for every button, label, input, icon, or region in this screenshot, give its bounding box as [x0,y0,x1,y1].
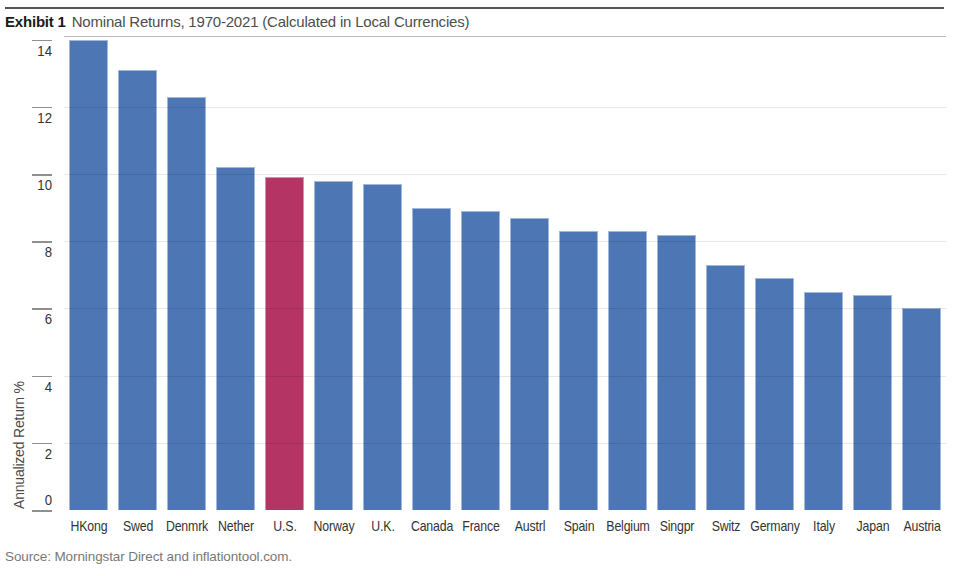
bar-hkong [69,40,108,510]
exhibit-page: { "header": { "exhibit_label": "Exhibit … [0,0,953,576]
gridline-10 [64,174,946,175]
bar-us [265,177,304,510]
bar-france [461,211,500,510]
source-note: Source: Morningstar Direct and inflation… [5,549,292,564]
bar-norway [314,181,353,510]
bar-austria [902,308,941,510]
bar-canada [412,208,451,510]
exhibit-label: Exhibit 1 [5,13,66,30]
bar-spain [559,231,598,510]
bar-italy [804,292,843,510]
bar-austrl [510,218,549,510]
y-axis-title: Annualized Return % [11,309,29,509]
gridline-6 [64,308,946,309]
y-tick-label-8: 8 [20,244,52,260]
plot-area: HKongSwedDenmrkNetherU.S.NorwayU.K.Canad… [64,36,946,510]
bar-denmrk [167,97,206,510]
gridline-4 [64,376,946,377]
bar-germany [755,278,794,510]
y-tick-label-14: 14 [20,43,52,59]
top-rule [5,7,944,9]
bar-switz [706,265,745,510]
y-tick-label-12: 12 [20,110,52,126]
y-tick-0 [32,510,52,512]
x-label-austria: Austria [888,518,953,534]
bar-singpr [657,235,696,510]
bar-belgium [608,231,647,510]
exhibit-title: Exhibit 1 Nominal Returns, 1970-2021 (Cal… [5,13,945,30]
gridline-12 [64,107,946,108]
gridline-2 [64,443,946,444]
bar-nether [216,167,255,510]
gridline-8 [64,241,946,242]
bar-uk [363,184,402,510]
bar-japan [853,295,892,510]
y-tick-label-10: 10 [20,177,52,193]
bar-swed [118,70,157,510]
chart-title: Nominal Returns, 1970-2021 (Calculated i… [72,13,470,30]
